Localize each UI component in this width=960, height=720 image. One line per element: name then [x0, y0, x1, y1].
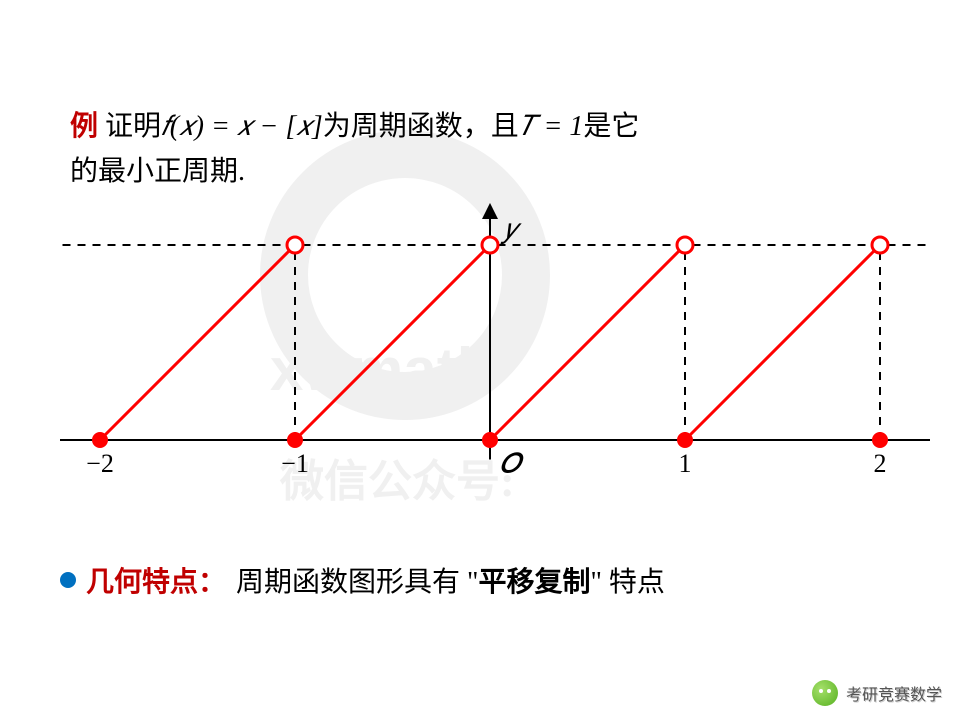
- svg-text:1: 1: [679, 449, 692, 478]
- footer-text: 考研竞赛数学: [846, 681, 942, 705]
- feature-row: 几何特点： 周期函数图形具有 "平移复制" 特点: [60, 560, 665, 600]
- bullet-icon: [60, 572, 76, 588]
- wechat-icon: [812, 680, 838, 706]
- formula-fx: 𝑓(𝑥) = 𝑥 − [𝑥]: [161, 111, 323, 142]
- prove-text: 证明: [105, 111, 161, 142]
- svg-text:−1: −1: [281, 449, 309, 478]
- formula-T: 𝑇 = 1: [519, 111, 584, 142]
- example-label: 例: [70, 111, 98, 142]
- line2-text: 的最小正周期.: [70, 156, 245, 187]
- svg-text:𝑂: 𝑂: [500, 449, 525, 478]
- feature-text: 周期函数图形具有 "平移复制" 特点: [236, 560, 665, 600]
- svg-text:𝑦: 𝑦: [500, 214, 522, 245]
- svg-text:2: 2: [874, 449, 887, 478]
- problem-statement: 例 证明𝑓(𝑥) = 𝑥 − [𝑥]为周期函数，且𝑇 = 1是它 的最小正周期.: [70, 105, 910, 195]
- feature-text-bold: 平移复制: [478, 567, 590, 598]
- feature-text-b: " 特点: [590, 567, 664, 598]
- feature-text-a: 周期函数图形具有 ": [236, 567, 478, 598]
- is-it-text: 是它: [583, 111, 639, 142]
- footer: 考研竞赛数学: [812, 680, 942, 706]
- period-fn-text: 为周期函数，且: [323, 111, 519, 142]
- feature-label: 几何特点：: [86, 560, 226, 600]
- periodic-function-chart: −2−112𝑂𝑥𝑦: [60, 190, 930, 500]
- svg-text:−2: −2: [86, 449, 114, 478]
